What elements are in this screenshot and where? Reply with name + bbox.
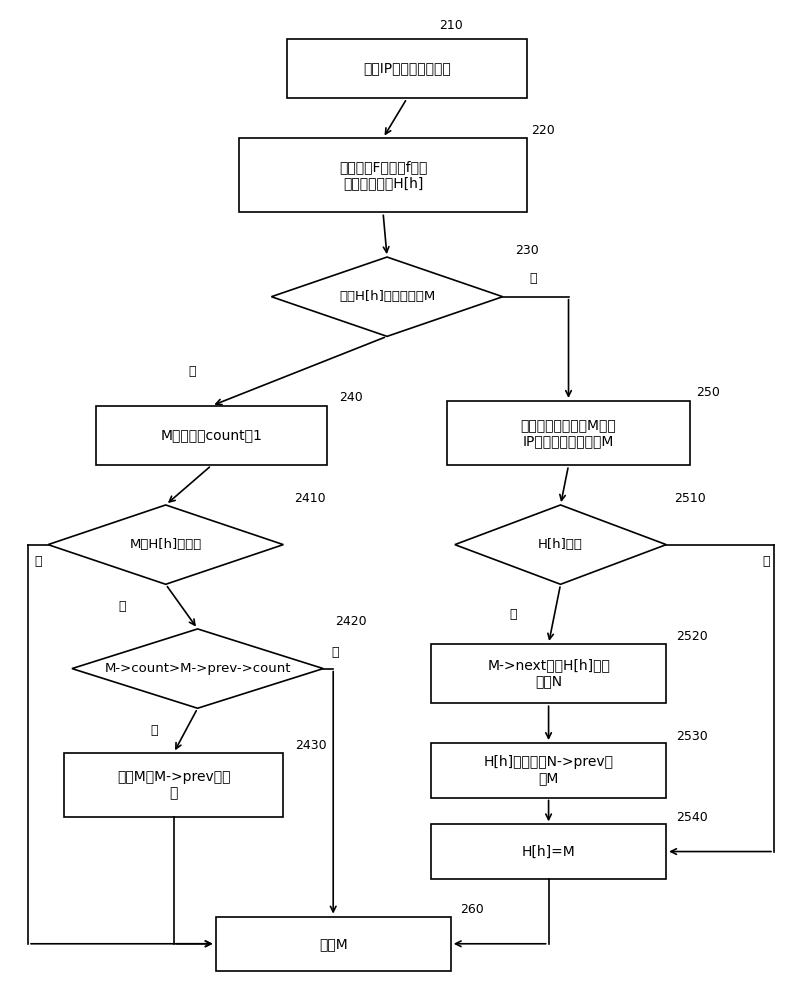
FancyBboxPatch shape	[239, 138, 526, 212]
Polygon shape	[72, 629, 323, 708]
Text: 240: 240	[339, 391, 363, 404]
Text: 2410: 2410	[293, 492, 326, 505]
Text: 230: 230	[515, 244, 538, 257]
FancyBboxPatch shape	[287, 39, 526, 98]
Text: 250: 250	[696, 386, 721, 399]
Text: 否: 否	[331, 646, 339, 659]
Text: 否: 否	[529, 272, 537, 285]
Text: 否: 否	[118, 600, 126, 613]
Text: 否: 否	[509, 608, 517, 621]
Text: 210: 210	[439, 19, 463, 32]
FancyBboxPatch shape	[431, 644, 667, 703]
Text: M为H[h]首元素: M为H[h]首元素	[130, 538, 202, 551]
Text: 交换M和M->prev的位
置: 交换M和M->prev的位 置	[117, 770, 231, 800]
Text: M->count>M->prev->count: M->count>M->prev->count	[104, 662, 291, 675]
Text: 260: 260	[460, 903, 484, 916]
FancyBboxPatch shape	[96, 406, 327, 465]
Text: H[h]当前会话N->prev指
向M: H[h]当前会话N->prev指 向M	[484, 755, 613, 785]
Text: M查找计数count加1: M查找计数count加1	[160, 429, 263, 443]
Text: 2520: 2520	[675, 630, 708, 643]
Text: 2510: 2510	[674, 492, 706, 505]
Text: 220: 220	[530, 124, 555, 137]
Text: 是: 是	[150, 724, 158, 737]
Text: 通过函数F和函数f计算
得出哈希位置H[h]: 通过函数F和函数f计算 得出哈希位置H[h]	[339, 160, 427, 190]
Text: 申请会话储存单元M，把
IP五元组信息保存于M: 申请会话储存单元M，把 IP五元组信息保存于M	[521, 418, 617, 448]
Text: 2420: 2420	[335, 615, 367, 628]
FancyBboxPatch shape	[64, 753, 284, 817]
Text: 根据IP五元组查找会话: 根据IP五元组查找会话	[364, 62, 451, 76]
Text: H[h]为空: H[h]为空	[538, 538, 583, 551]
Text: 是: 是	[188, 365, 196, 378]
Text: 遍历H[h]，找到会话M: 遍历H[h]，找到会话M	[339, 290, 435, 303]
Text: 2430: 2430	[295, 739, 327, 752]
Text: 2530: 2530	[675, 730, 708, 743]
FancyBboxPatch shape	[431, 743, 667, 798]
Polygon shape	[48, 505, 284, 584]
Text: 返回M: 返回M	[319, 937, 347, 951]
FancyBboxPatch shape	[447, 401, 690, 465]
Text: 是: 是	[35, 555, 42, 568]
Polygon shape	[455, 505, 667, 584]
Text: H[h]=M: H[h]=M	[521, 845, 575, 859]
FancyBboxPatch shape	[215, 916, 451, 971]
Text: 2540: 2540	[675, 811, 708, 824]
Polygon shape	[272, 257, 503, 336]
Text: M->next指向H[h]当前
会话N: M->next指向H[h]当前 会话N	[487, 658, 610, 689]
Text: 是: 是	[762, 555, 770, 568]
FancyBboxPatch shape	[431, 824, 667, 879]
